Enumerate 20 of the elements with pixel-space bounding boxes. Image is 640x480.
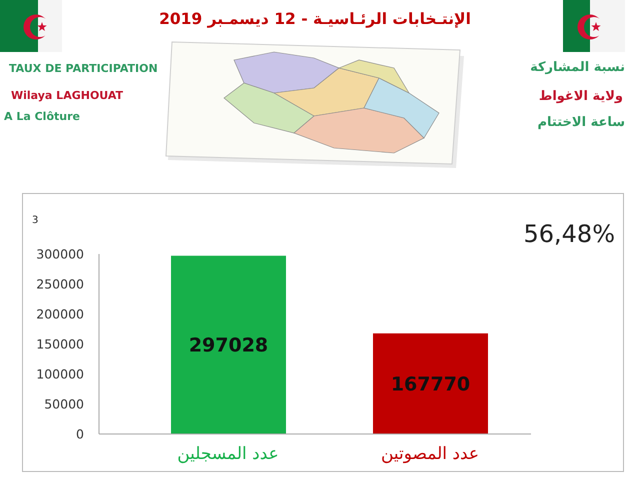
y-tick-label: 150000 [36, 336, 84, 352]
text: 56,48% [523, 220, 615, 248]
x-tick-label: عدد المصوتين [380, 444, 480, 464]
text: ساعة الاختتام [538, 115, 625, 130]
y-tick-label: 0 [76, 426, 84, 442]
text: ولاية الاغواط [538, 89, 623, 104]
text: Wilaya LAGHOUAT [11, 89, 124, 102]
y-tick-label: 300000 [36, 246, 84, 262]
y-tick-label: 250000 [36, 276, 84, 292]
y-tick-label: 100000 [36, 366, 84, 382]
data-label: 297028 [188, 334, 268, 357]
text: TAUX DE PARTICIPATION [9, 62, 158, 75]
text: نسبة المشاركة [530, 60, 625, 75]
text: A La Clôture [4, 110, 80, 123]
data-label: 167770 [390, 373, 470, 396]
text: 3 [32, 215, 38, 226]
chart-title: الإنتـخابات الرئـاسيـة - 12 ديسمـبر 2019 [158, 10, 472, 28]
y-tick-label: 50000 [44, 396, 84, 412]
y-tick-label: 200000 [36, 306, 84, 322]
x-tick-label: عدد المسجلين [177, 444, 279, 464]
